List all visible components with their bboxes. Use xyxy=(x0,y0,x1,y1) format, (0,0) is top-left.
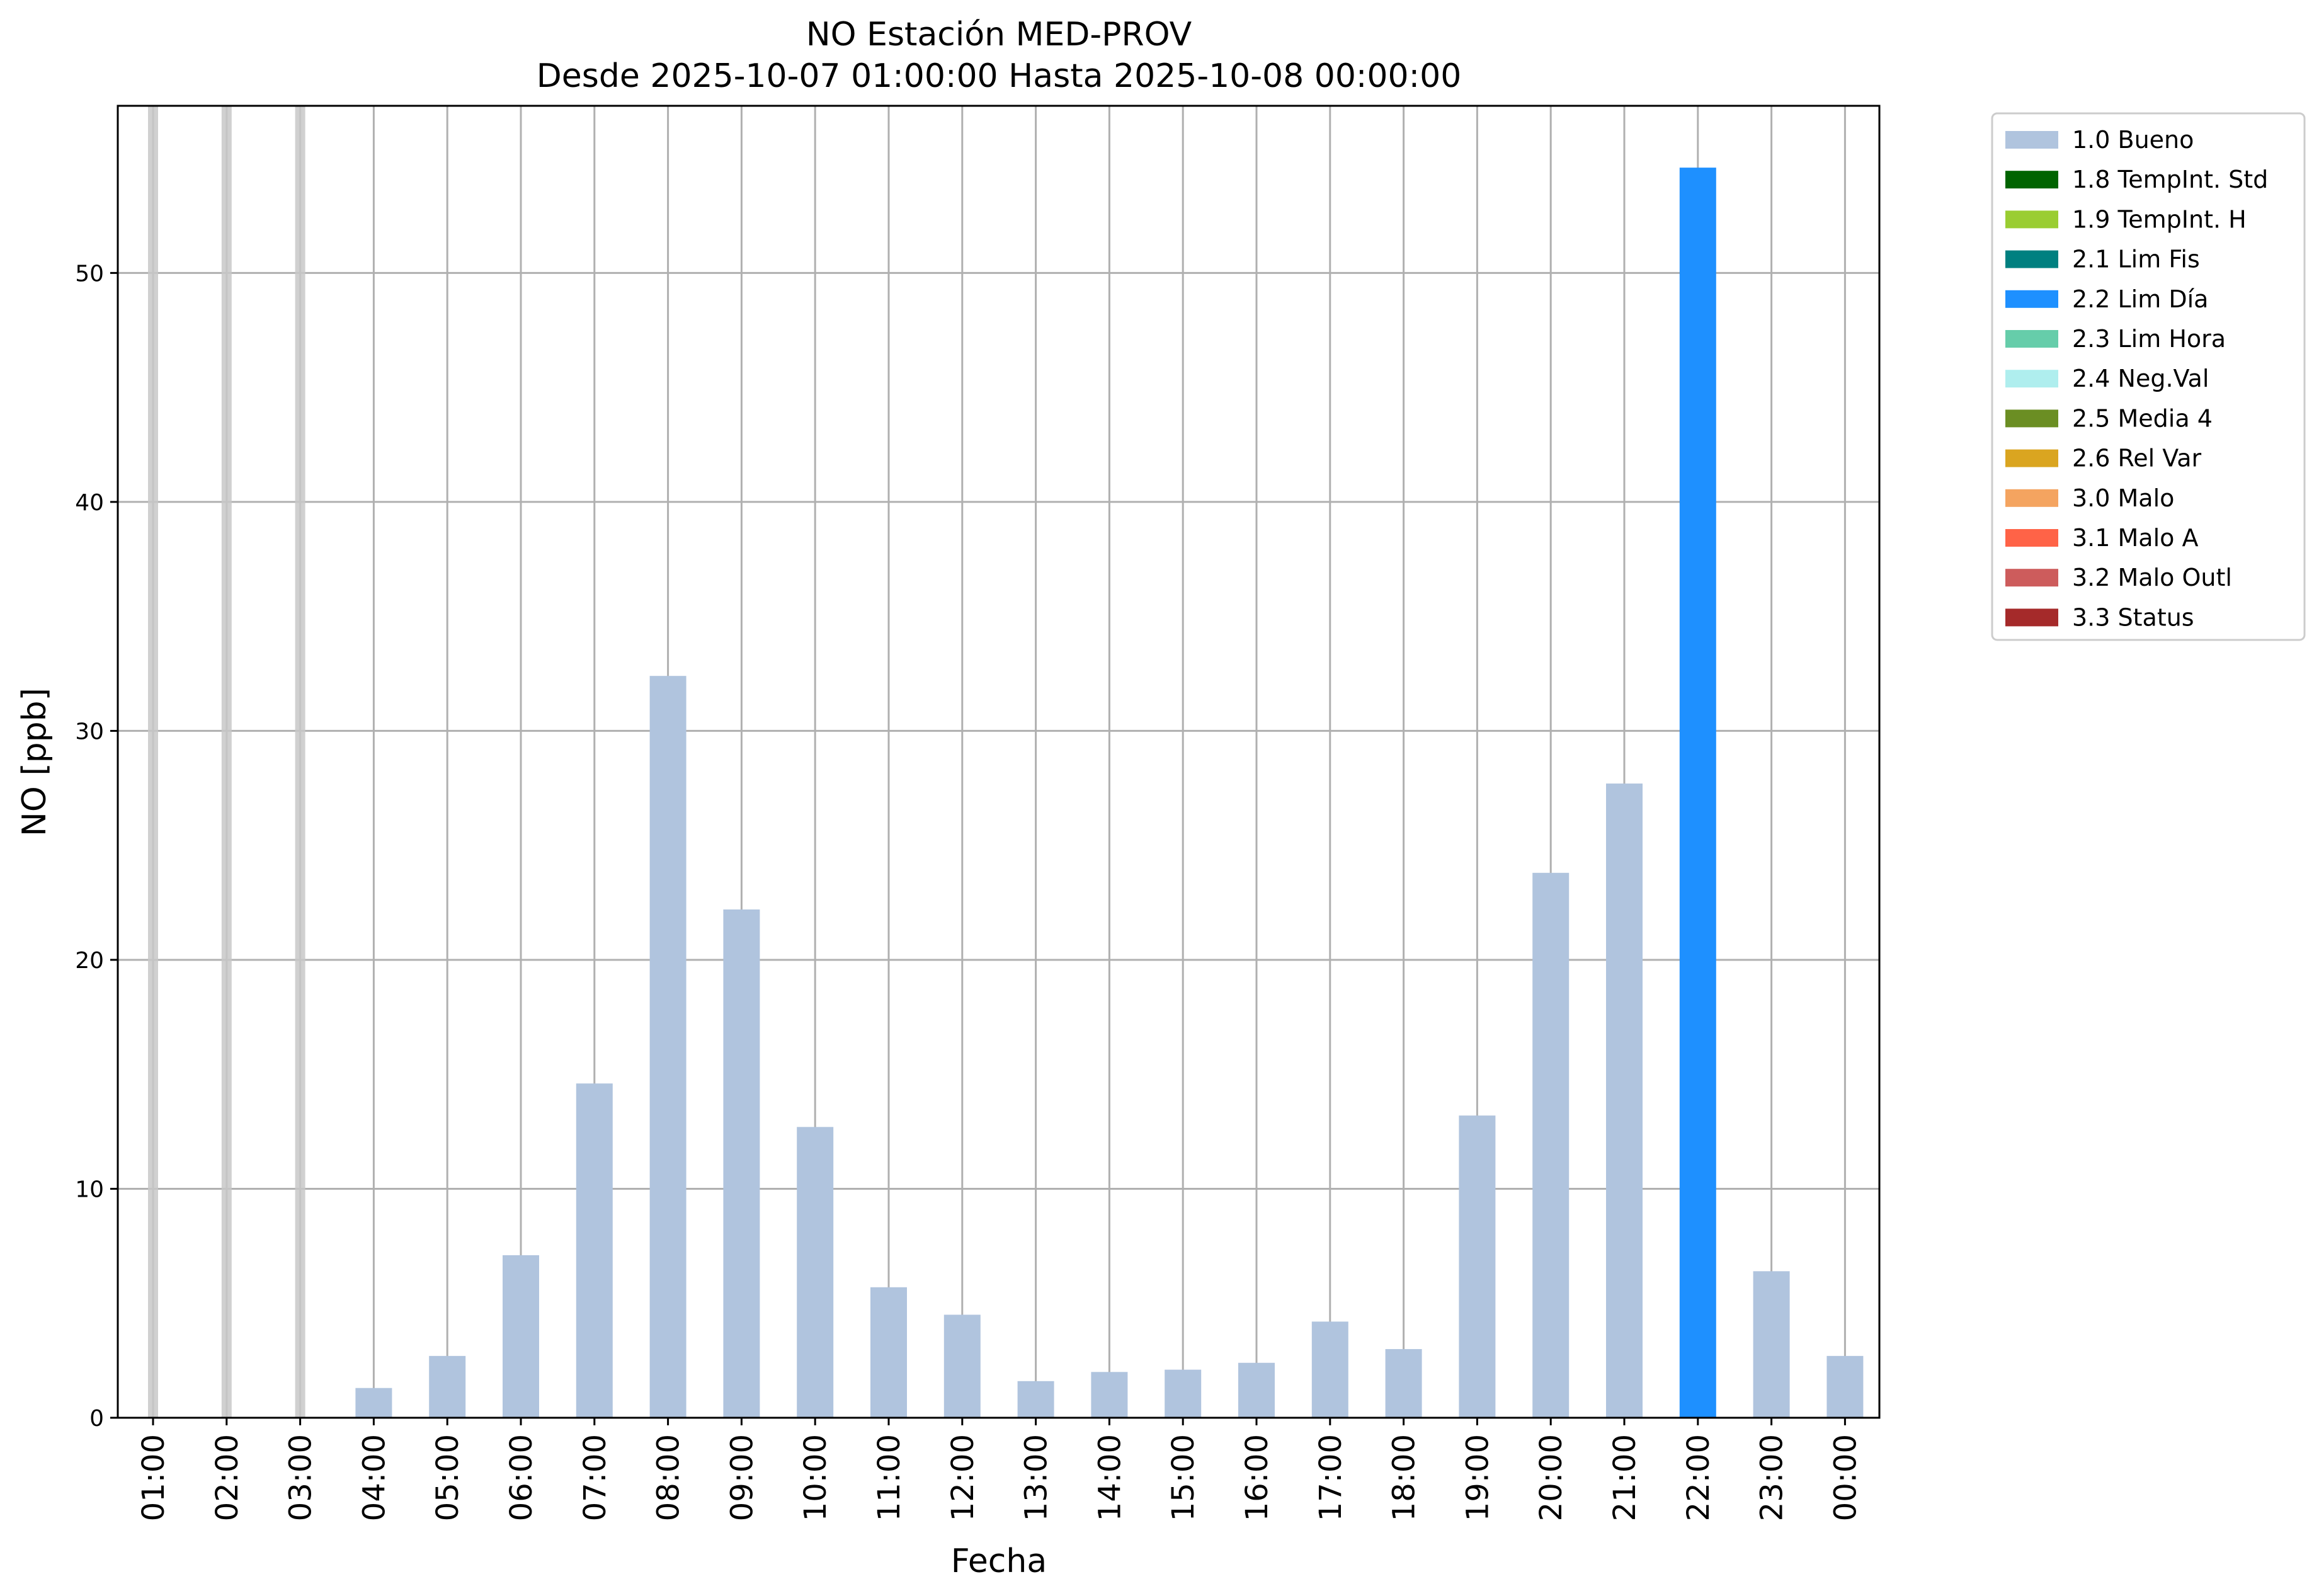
bar xyxy=(723,909,760,1418)
legend-label: 2.5 Media 4 xyxy=(2072,404,2213,432)
plot-area-frame xyxy=(117,105,1881,1419)
legend-swatch xyxy=(2005,370,2058,388)
bar xyxy=(1532,872,1570,1418)
x-tick-label: 03:00 xyxy=(283,1434,319,1521)
bar xyxy=(1311,1321,1348,1418)
legend-swatch xyxy=(2005,529,2058,547)
bar xyxy=(1017,1381,1054,1418)
bar xyxy=(943,1314,981,1418)
bar xyxy=(1238,1362,1275,1418)
bar xyxy=(1753,1271,1790,1418)
y-tick-label: 10 xyxy=(75,1177,104,1202)
x-tick-label: 04:00 xyxy=(356,1434,392,1521)
legend-label: 3.0 Malo xyxy=(2072,484,2174,512)
legend-swatch xyxy=(2005,131,2058,149)
legend-swatch xyxy=(2005,330,2058,348)
x-tick-label: 13:00 xyxy=(1019,1434,1054,1521)
x-tick-label: 21:00 xyxy=(1607,1434,1643,1521)
y-tick-label: 0 xyxy=(89,1406,104,1432)
x-tick-label: 05:00 xyxy=(430,1434,465,1521)
x-tick-label: 02:00 xyxy=(210,1434,245,1521)
x-tick-label: 01:00 xyxy=(136,1434,171,1521)
x-tick-label: 20:00 xyxy=(1534,1434,1569,1521)
x-tick-label: 15:00 xyxy=(1166,1434,1201,1521)
legend-swatch xyxy=(2005,290,2058,308)
bar xyxy=(797,1127,834,1418)
legend-label: 3.2 Malo Outl xyxy=(2072,564,2232,591)
missing-markers xyxy=(148,106,305,1418)
legend-label: 2.4 Neg.Val xyxy=(2072,365,2209,392)
y-tick-label: 20 xyxy=(75,948,104,974)
x-tick-label: 19:00 xyxy=(1460,1434,1495,1521)
x-tick-label: 12:00 xyxy=(945,1434,981,1521)
legend-label: 3.1 Malo A xyxy=(2072,524,2198,552)
x-tick-label: 11:00 xyxy=(872,1434,907,1521)
x-tick-label: 18:00 xyxy=(1387,1434,1422,1521)
legend-swatch xyxy=(2005,210,2058,229)
x-tick-label: 17:00 xyxy=(1313,1434,1348,1521)
missing-data-marker xyxy=(295,106,305,1418)
legend-label: 3.3 Status xyxy=(2072,603,2194,631)
legend-label: 2.6 Rel Var xyxy=(2072,445,2202,472)
y-tick-label: 30 xyxy=(75,719,104,744)
bar xyxy=(649,676,687,1418)
bar xyxy=(870,1287,907,1418)
bars xyxy=(355,168,1864,1418)
bar xyxy=(1091,1372,1128,1418)
x-tick-label: 23:00 xyxy=(1755,1434,1790,1521)
x-tick-label: 07:00 xyxy=(578,1434,613,1521)
y-axis-ticks: 0 10 20 30 40 50 xyxy=(75,261,118,1432)
legend-label: 1.9 TempInt. H xyxy=(2072,205,2247,233)
x-tick-label: 14:00 xyxy=(1092,1434,1127,1521)
bar xyxy=(576,1083,613,1418)
chart-title: NO Estación MED-PROV xyxy=(806,16,1192,54)
legend-swatch xyxy=(2005,489,2058,507)
bar xyxy=(503,1255,539,1418)
x-tick-label: 10:00 xyxy=(798,1434,833,1521)
x-tick-label: 08:00 xyxy=(651,1434,687,1521)
legend-label: 2.1 Lim Fis xyxy=(2072,246,2200,273)
legend-swatch xyxy=(2005,250,2058,268)
legend-swatch xyxy=(2005,409,2058,428)
missing-data-marker xyxy=(221,106,232,1418)
bar xyxy=(1606,784,1643,1418)
y-axis-label: NO [ppb] xyxy=(16,688,54,836)
bar xyxy=(355,1388,392,1418)
chart-subtitle: Desde 2025-10-07 01:00:00 Hasta 2025-10-… xyxy=(537,57,1462,95)
legend: 1.0 Bueno 1.8 TempInt. Std 1.9 TempInt. H 2… xyxy=(1991,112,2306,641)
bar xyxy=(1385,1348,1422,1418)
legend-label: 2.2 Lim Día xyxy=(2072,285,2208,313)
missing-data-marker xyxy=(148,106,158,1418)
legend-swatch xyxy=(2005,171,2058,189)
x-tick-label: 00:00 xyxy=(1828,1434,1863,1521)
legend-frame xyxy=(1991,112,2306,641)
bar xyxy=(1679,168,1716,1418)
legend-label: 1.0 Bueno xyxy=(2072,126,2194,154)
y-tick-label: 50 xyxy=(75,261,104,287)
x-tick-label: 16:00 xyxy=(1239,1434,1275,1521)
legend-label: 2.3 Lim Hora xyxy=(2072,325,2226,353)
legend-label: 1.8 TempInt. Std xyxy=(2072,166,2268,193)
bar xyxy=(1165,1369,1202,1418)
x-tick-label: 06:00 xyxy=(504,1434,539,1521)
x-tick-label: 22:00 xyxy=(1681,1434,1716,1521)
x-tick-label: 09:00 xyxy=(724,1434,760,1521)
legend-swatch xyxy=(2005,569,2058,587)
legend-swatch xyxy=(2005,608,2058,627)
legend-swatch xyxy=(2005,449,2058,467)
y-tick-label: 40 xyxy=(75,490,104,516)
bar xyxy=(1459,1115,1496,1418)
x-axis-ticks: 01:00 02:00 03:00 04:00 05:00 06:00 07:00 08:00… xyxy=(136,1418,1863,1521)
bar xyxy=(429,1355,466,1418)
bar xyxy=(1826,1355,1864,1418)
x-axis-label: Fecha xyxy=(951,1542,1047,1580)
